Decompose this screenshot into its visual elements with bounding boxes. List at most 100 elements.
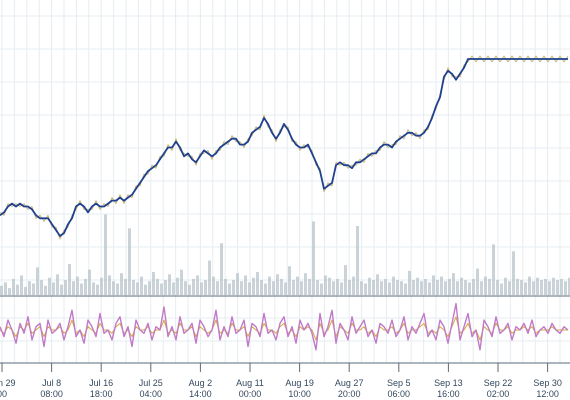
x-tick-label-date: Jul 16 bbox=[89, 378, 113, 388]
volume-bar bbox=[424, 278, 427, 295]
volume-bar bbox=[0, 285, 3, 295]
volume-bar bbox=[348, 280, 351, 295]
volume-bar bbox=[452, 273, 455, 295]
volume-bar bbox=[468, 282, 471, 295]
volume-bar bbox=[148, 281, 151, 295]
x-tick-label-date: Sep 5 bbox=[387, 378, 411, 388]
volume-bar bbox=[440, 276, 443, 295]
x-tick-label-time: 18:00 bbox=[90, 389, 113, 399]
volume-bar bbox=[104, 214, 107, 295]
volume-bar bbox=[300, 281, 303, 295]
volume-bar bbox=[496, 280, 499, 295]
volume-bar bbox=[80, 283, 83, 295]
main-horizontal-gridlines bbox=[0, 15, 570, 281]
volume-bar bbox=[368, 277, 371, 295]
volume-bar bbox=[344, 265, 347, 295]
volume-bar bbox=[472, 278, 475, 295]
x-tick-label-date: Sep 22 bbox=[484, 378, 513, 388]
volume-bar bbox=[164, 280, 167, 295]
oscillator-series-lines bbox=[0, 302, 569, 351]
volume-bar bbox=[52, 282, 55, 295]
volume-bar bbox=[432, 275, 435, 295]
volume-bar bbox=[456, 281, 459, 295]
volume-bar bbox=[124, 278, 127, 295]
volume-bar bbox=[240, 281, 243, 295]
volume-bar bbox=[224, 278, 227, 295]
volume-bar bbox=[492, 244, 495, 295]
volume-bar bbox=[132, 280, 135, 295]
volume-bar bbox=[504, 277, 507, 295]
smoothed-series-line bbox=[0, 58, 568, 237]
x-tick-label-time: 20:00 bbox=[338, 389, 361, 399]
volume-bar bbox=[508, 281, 511, 295]
x-tick-label-date: Jul 8 bbox=[42, 378, 61, 388]
volume-bar bbox=[268, 276, 271, 295]
x-tick-label-date: Aug 11 bbox=[236, 378, 264, 388]
volume-bar bbox=[308, 278, 311, 295]
volume-bar bbox=[420, 281, 423, 295]
x-tick-label-time: 06:00 bbox=[388, 389, 411, 399]
volume-bar bbox=[144, 284, 147, 295]
volume-bar bbox=[16, 284, 19, 295]
volume-bar bbox=[208, 260, 211, 295]
volume-bar bbox=[32, 283, 35, 295]
volume-bar bbox=[448, 278, 451, 295]
volume-bar bbox=[436, 280, 439, 295]
volume-bar bbox=[304, 273, 307, 295]
volume-bar bbox=[20, 275, 23, 295]
volume-bar bbox=[92, 282, 95, 295]
volume-bar bbox=[112, 281, 115, 295]
volume-bar bbox=[476, 268, 479, 295]
x-tick-label-date: Sep 30 bbox=[533, 378, 562, 388]
volume-bars bbox=[0, 214, 570, 295]
x-tick-label-time: 02:00 bbox=[487, 389, 510, 399]
volume-bar bbox=[176, 277, 179, 295]
volume-bar bbox=[88, 269, 91, 295]
x-tick-label-date: Aug 19 bbox=[285, 378, 314, 388]
volume-bar bbox=[232, 280, 235, 295]
volume-bar bbox=[256, 272, 259, 295]
main-series-lines bbox=[0, 55, 569, 240]
raw-series-line bbox=[0, 55, 569, 240]
volume-bar bbox=[280, 278, 283, 295]
volume-bar bbox=[204, 280, 207, 295]
volume-bar bbox=[244, 275, 247, 295]
volume-bar bbox=[156, 278, 159, 295]
volume-bar bbox=[360, 281, 363, 295]
volume-bar bbox=[168, 274, 171, 295]
volume-bar bbox=[288, 266, 291, 295]
volume-bar bbox=[180, 269, 183, 295]
volume-bar bbox=[336, 278, 339, 295]
volume-bar bbox=[384, 278, 387, 295]
volume-bar bbox=[552, 277, 555, 295]
volume-bar bbox=[528, 276, 531, 295]
x-axis-ticks bbox=[1, 363, 549, 372]
volume-bar bbox=[152, 272, 155, 295]
x-tick-label-time: 04:00 bbox=[140, 389, 163, 399]
volume-bar bbox=[48, 277, 51, 295]
x-tick-label-date: Jun 29 bbox=[0, 378, 16, 388]
x-tick-label-time: 14:00 bbox=[189, 389, 212, 399]
volume-bar bbox=[520, 280, 523, 295]
volume-bar bbox=[556, 280, 559, 295]
volume-bar bbox=[96, 284, 99, 295]
volume-bar bbox=[120, 273, 123, 295]
volume-bar bbox=[12, 278, 15, 295]
volume-bar bbox=[484, 276, 487, 295]
oscillator-fast-line bbox=[0, 302, 569, 351]
volume-bar bbox=[44, 285, 47, 295]
volume-bar bbox=[128, 228, 131, 295]
volume-bar bbox=[532, 281, 535, 295]
volume-bar bbox=[8, 288, 11, 295]
volume-bar bbox=[380, 281, 383, 295]
volume-bar bbox=[200, 282, 203, 295]
volume-bar bbox=[236, 273, 239, 295]
volume-bar bbox=[396, 280, 399, 295]
volume-bar bbox=[560, 278, 563, 295]
volume-bar bbox=[516, 278, 519, 295]
volume-bar bbox=[392, 276, 395, 295]
volume-bar bbox=[428, 282, 431, 295]
volume-bar bbox=[296, 276, 299, 295]
